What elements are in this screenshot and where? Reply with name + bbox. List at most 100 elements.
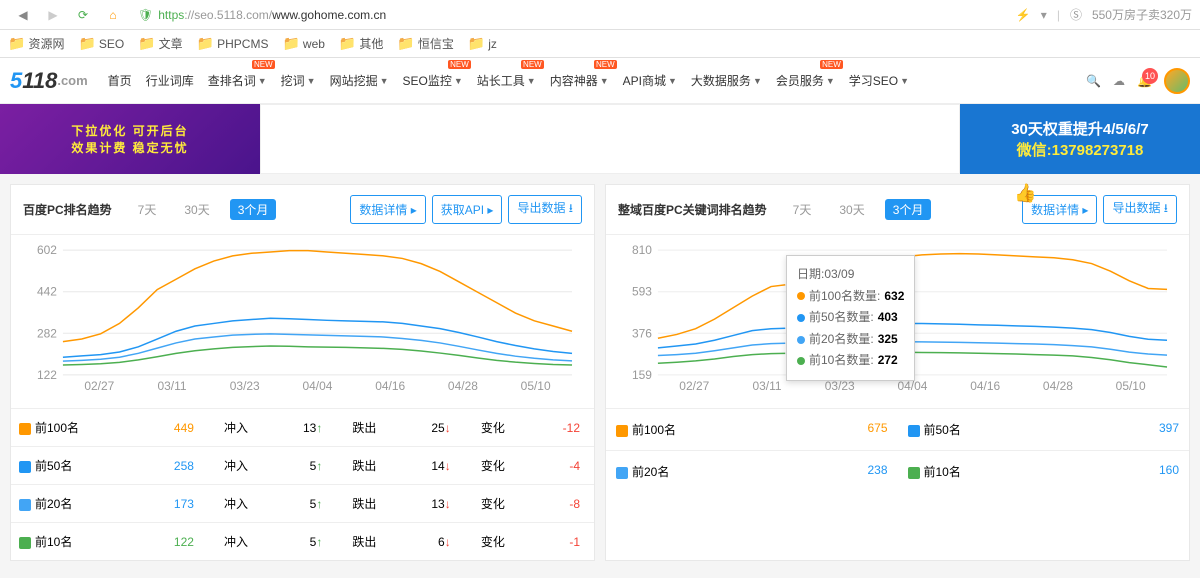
nav-item[interactable]: 行业词库 bbox=[140, 68, 200, 93]
panel-pc-ranking: 百度PC排名趋势 7天30天3个月 数据详情 ▸获取API ▸导出数据 ⭳ 60… bbox=[10, 184, 595, 561]
svg-text:03/11: 03/11 bbox=[157, 379, 186, 393]
bookmark-item[interactable]: 📁jz bbox=[468, 35, 497, 52]
time-tab[interactable]: 3个月 bbox=[885, 199, 932, 220]
panel1-head: 百度PC排名趋势 7天30天3个月 数据详情 ▸获取API ▸导出数据 ⭳ bbox=[11, 185, 594, 235]
caret-icon: ▼ bbox=[258, 76, 267, 86]
svg-text:05/10: 05/10 bbox=[521, 379, 551, 393]
panel-button[interactable]: 导出数据 ⭳ bbox=[508, 195, 582, 224]
table-row: 前100名 449 冲入 13↑ 跌出 25↓ 变化 -12 bbox=[11, 409, 594, 447]
new-badge: NEW bbox=[252, 60, 275, 69]
nav-item[interactable]: NEW查排名词▼ bbox=[202, 68, 273, 93]
bookmark-item[interactable]: 📁其他 bbox=[339, 35, 383, 52]
caret-icon: ▼ bbox=[826, 76, 835, 86]
panel-button[interactable]: 数据详情 ▸ bbox=[350, 195, 425, 224]
svg-text:602: 602 bbox=[37, 245, 57, 257]
banner-right[interactable]: 30天权重提升4/5/6/7 微信:13798273718 bbox=[960, 104, 1200, 174]
bell-icon[interactable]: 🔔10 bbox=[1137, 74, 1152, 88]
panel2-grid: 前100名 675 前50名 397 前20名 238 前10名 160 bbox=[606, 408, 1189, 492]
panel2-tabs: 7天 30天 3个月 bbox=[785, 199, 932, 220]
caret-icon: ▼ bbox=[307, 76, 316, 86]
caret-icon: ▼ bbox=[900, 76, 909, 86]
refresh-icon[interactable]: ⟳ bbox=[74, 6, 92, 24]
checkbox-icon[interactable] bbox=[908, 467, 920, 479]
browser-right-text: 550万房子卖320万 bbox=[1092, 6, 1192, 23]
banner-left[interactable]: 下拉优化 可开后台 效果计费 稳定无忧 bbox=[0, 104, 260, 174]
home-icon[interactable]: ⌂ bbox=[104, 6, 122, 24]
panel-button[interactable]: 导出数据 ⭳ bbox=[1103, 195, 1177, 224]
folder-icon: 📁 bbox=[138, 35, 155, 52]
nav-item[interactable]: NEW会员服务▼ bbox=[770, 68, 841, 93]
banners: 下拉优化 可开后台 效果计费 稳定无忧 30天权重提升4/5/6/7 微信:13… bbox=[0, 104, 1200, 174]
checkbox-icon[interactable] bbox=[19, 499, 31, 511]
thumb-icon: 👍 bbox=[1014, 183, 1036, 204]
caret-icon: ▼ bbox=[380, 76, 389, 86]
bookmark-item[interactable]: 📁资源网 bbox=[8, 35, 64, 52]
search-icon[interactable]: 🔍 bbox=[1086, 74, 1101, 88]
checkbox-icon[interactable] bbox=[616, 467, 628, 479]
bookmark-item[interactable]: 📁PHPCMS bbox=[197, 35, 269, 52]
bookmark-item[interactable]: 📁恒信宝 bbox=[397, 35, 453, 52]
bookmark-item[interactable]: 📁SEO bbox=[78, 35, 124, 52]
bookmark-item[interactable]: 📁文章 bbox=[138, 35, 182, 52]
svg-text:02/27: 02/27 bbox=[679, 379, 709, 393]
time-tab[interactable]: 30天 bbox=[831, 199, 872, 220]
checkbox-icon[interactable] bbox=[19, 537, 31, 549]
nav-right: 🔍 ☁ 🔔10 bbox=[1086, 68, 1190, 94]
banner-mid bbox=[260, 104, 960, 174]
url-bar[interactable]: 🛡 https ://seo.5118.com/ www.gohome.com.… bbox=[138, 8, 1016, 22]
search-engine-icon[interactable]: Ⓢ bbox=[1070, 6, 1082, 23]
flash-icon[interactable]: ⚡ bbox=[1016, 8, 1031, 22]
svg-text:442: 442 bbox=[37, 285, 57, 299]
nav-item[interactable]: 首页 bbox=[102, 68, 138, 93]
logo[interactable]: 5 118 .com bbox=[10, 68, 88, 94]
panel2-title: 整域百度PC关键词排名趋势 bbox=[618, 201, 767, 218]
svg-text:03/23: 03/23 bbox=[825, 379, 855, 393]
nav-items: 首页行业词库NEW查排名词▼挖词▼网站挖掘▼NEWSEO监控▼NEW站长工具▼N… bbox=[102, 68, 915, 93]
chart-tooltip: 日期:03/09前100名数量: 632前50名数量: 403前20名数量: 3… bbox=[786, 255, 915, 381]
checkbox-icon[interactable] bbox=[19, 423, 31, 435]
nav-item[interactable]: API商城▼ bbox=[617, 68, 683, 93]
cloud-icon[interactable]: ☁ bbox=[1113, 74, 1125, 88]
time-tab[interactable]: 7天 bbox=[130, 199, 165, 220]
time-tab[interactable]: 3个月 bbox=[230, 199, 277, 220]
nav-item[interactable]: 网站挖掘▼ bbox=[324, 68, 395, 93]
nav-item[interactable]: 挖词▼ bbox=[275, 68, 322, 93]
time-tab[interactable]: 7天 bbox=[785, 199, 820, 220]
forward-icon[interactable]: ▶ bbox=[44, 6, 62, 24]
dropdown-icon[interactable]: ▾ bbox=[1041, 8, 1047, 22]
notif-badge: 10 bbox=[1142, 68, 1158, 84]
checkbox-icon[interactable] bbox=[908, 425, 920, 437]
nav-item[interactable]: NEW站长工具▼ bbox=[471, 68, 542, 93]
svg-text:02/27: 02/27 bbox=[84, 379, 114, 393]
back-icon[interactable]: ◀ bbox=[14, 6, 32, 24]
grid-cell: 前100名 675 bbox=[606, 408, 898, 450]
new-badge: NEW bbox=[448, 60, 471, 69]
folder-icon: 📁 bbox=[8, 35, 25, 52]
nav-item[interactable]: 学习SEO▼ bbox=[843, 68, 915, 93]
nav-item[interactable]: NEWSEO监控▼ bbox=[397, 68, 469, 93]
panel2-chart-wrap: 81059337615902/2703/1103/2304/0404/1604/… bbox=[606, 235, 1189, 408]
bookmark-item[interactable]: 📁web bbox=[282, 35, 324, 52]
panel1-tabs: 7天 30天 3个月 bbox=[130, 199, 277, 220]
svg-text:376: 376 bbox=[632, 326, 652, 340]
nav-item[interactable]: 大数据服务▼ bbox=[685, 68, 768, 93]
checkbox-icon[interactable] bbox=[616, 425, 628, 437]
folder-icon: 📁 bbox=[197, 35, 214, 52]
table-row: 前10名 122 冲入 5↑ 跌出 6↓ 变化 -1 bbox=[11, 523, 594, 561]
new-badge: NEW bbox=[820, 60, 843, 69]
url-path: www.gohome.com.cn bbox=[272, 8, 386, 22]
bookmarks-bar: 📁资源网 📁SEO 📁文章 📁PHPCMS 📁web 📁其他 📁恒信宝 📁jz bbox=[0, 30, 1200, 58]
svg-text:593: 593 bbox=[632, 285, 652, 299]
svg-text:810: 810 bbox=[632, 245, 652, 257]
panel1-table: 前100名 449 冲入 13↑ 跌出 25↓ 变化 -12 前50名 258 … bbox=[11, 408, 594, 560]
time-tab[interactable]: 30天 bbox=[176, 199, 217, 220]
checkbox-icon[interactable] bbox=[19, 461, 31, 473]
table-row: 前50名 258 冲入 5↑ 跌出 14↓ 变化 -4 bbox=[11, 447, 594, 485]
nav-item[interactable]: NEW内容神器▼ bbox=[544, 68, 615, 93]
grid-cell: 前20名 238 bbox=[606, 450, 898, 492]
panel-button[interactable]: 获取API ▸ bbox=[432, 195, 503, 224]
url-host: ://seo.5118.com/ bbox=[184, 8, 272, 22]
panels: 百度PC排名趋势 7天30天3个月 数据详情 ▸获取API ▸导出数据 ⭳ 60… bbox=[0, 174, 1200, 571]
folder-icon: 📁 bbox=[282, 35, 299, 52]
avatar[interactable] bbox=[1164, 68, 1190, 94]
